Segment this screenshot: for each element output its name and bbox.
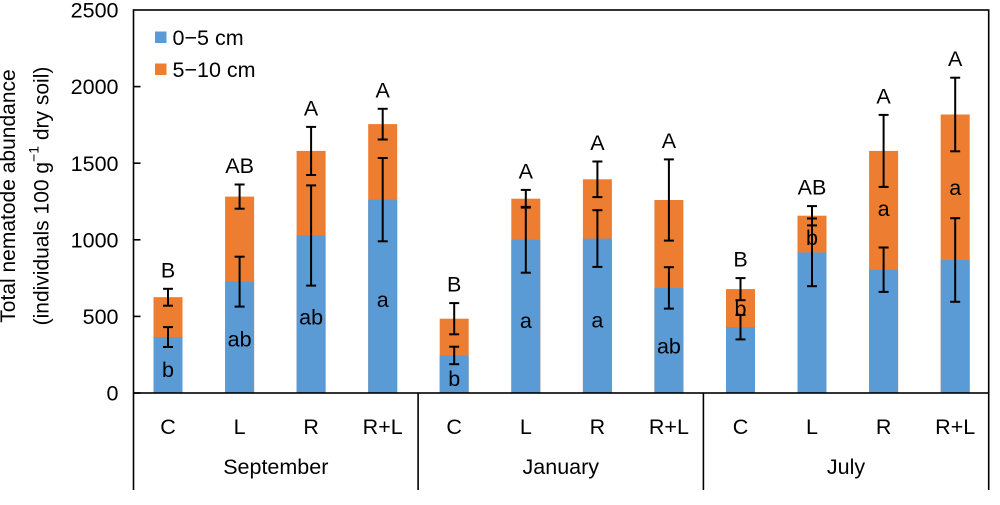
svg-text:R: R [876,415,892,439]
svg-text:b: b [162,358,174,382]
svg-text:a: a [949,176,961,200]
svg-text:0: 0 [107,382,119,406]
svg-text:L: L [520,415,532,439]
svg-text:ab: ab [657,335,681,359]
svg-text:L: L [806,415,818,439]
svg-text:C: C [733,415,749,439]
svg-text:a: a [878,197,890,221]
svg-text:2500: 2500 [71,0,119,23]
svg-text:ab: ab [299,305,323,329]
svg-text:a: a [520,309,532,333]
svg-text:C: C [446,415,462,439]
svg-text:5−10 cm: 5−10 cm [173,58,256,82]
svg-text:ab: ab [228,327,252,351]
svg-text:b: b [806,226,818,250]
svg-text:1500: 1500 [71,152,119,176]
svg-text:AB: AB [798,176,827,200]
svg-text:1000: 1000 [71,228,119,252]
svg-text:January: January [523,455,600,479]
svg-text:(individuals 100 g−1 dry soil): (individuals 100 g−1 dry soil) [25,67,53,326]
svg-text:A: A [304,96,319,120]
svg-text:July: July [827,455,865,479]
svg-text:Total nematode abundance: Total nematode abundance [0,69,20,322]
svg-text:0−5 cm: 0−5 cm [173,26,244,50]
svg-text:AB: AB [225,154,254,178]
svg-text:b: b [448,367,460,391]
svg-text:R: R [590,415,606,439]
svg-text:L: L [234,415,246,439]
svg-text:B: B [447,273,461,297]
svg-text:A: A [519,159,534,183]
svg-text:A: A [590,131,605,155]
svg-text:September: September [223,455,328,479]
svg-text:A: A [876,84,891,108]
svg-text:a: a [377,288,389,312]
svg-text:B: B [733,248,747,272]
svg-text:a: a [591,308,603,332]
svg-text:A: A [662,129,677,153]
svg-text:500: 500 [83,305,119,329]
svg-text:R+L: R+L [649,415,689,439]
svg-text:C: C [160,415,176,439]
svg-text:R+L: R+L [935,415,975,439]
svg-text:R+L: R+L [363,415,403,439]
svg-text:R: R [303,415,319,439]
svg-text:b: b [735,297,747,321]
svg-text:A: A [948,47,963,71]
svg-text:B: B [161,258,175,282]
svg-text:2000: 2000 [71,75,119,99]
svg-text:A: A [376,78,391,102]
